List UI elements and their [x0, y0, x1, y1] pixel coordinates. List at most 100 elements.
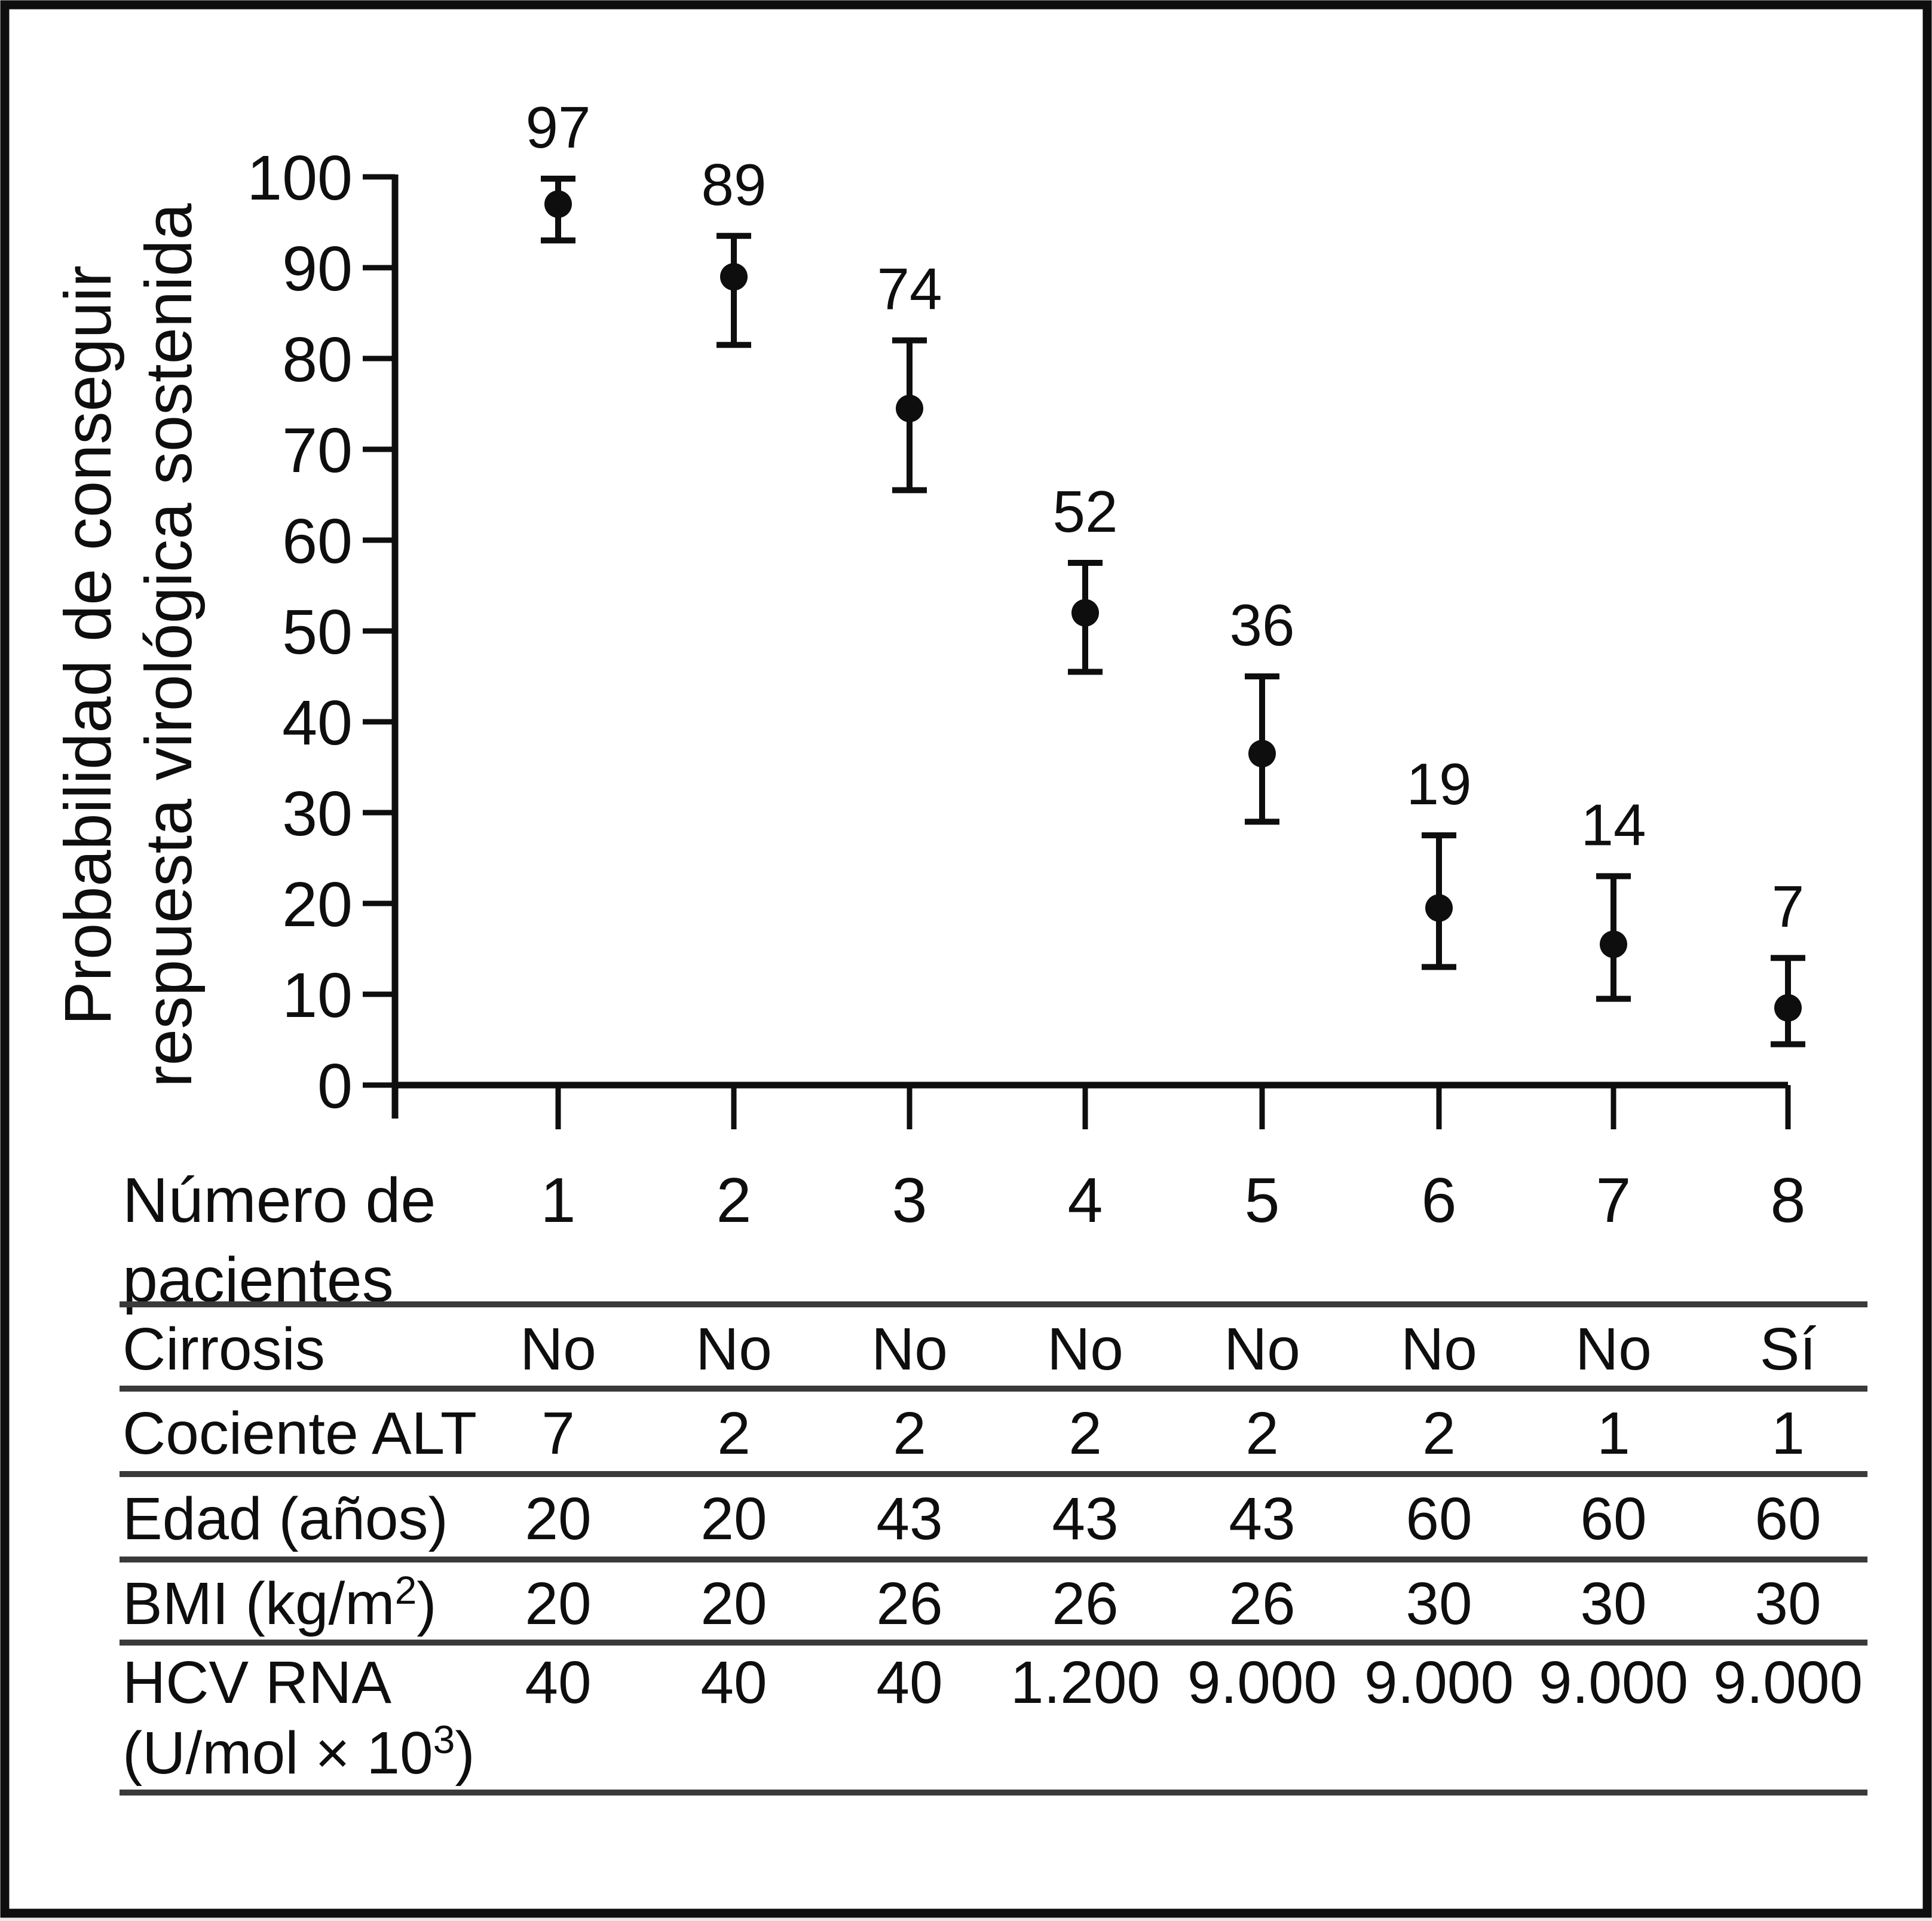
point-marker — [1774, 994, 1802, 1022]
y-axis-tick-label: 90 — [282, 234, 353, 304]
data-point-5: 36 — [1229, 592, 1295, 825]
table-cell: 40 — [700, 1649, 767, 1716]
table-row-label: Edad (años) — [123, 1485, 448, 1552]
x-axis-category-label: 4 — [1068, 1165, 1103, 1236]
table-cell: No — [1575, 1316, 1652, 1383]
table-cell: 43 — [876, 1485, 942, 1552]
table-cell: 60 — [1755, 1485, 1821, 1552]
table-cell: No — [520, 1316, 596, 1383]
table-cell: 1.200 — [1011, 1649, 1160, 1716]
table-cell: 20 — [700, 1485, 767, 1552]
y-axis-tick-label: 10 — [282, 960, 353, 1031]
point-value-label: 7 — [1772, 874, 1805, 939]
y-axis-tick-label: 0 — [317, 1051, 353, 1122]
table-cell: 26 — [1229, 1570, 1295, 1637]
table-row-label-line2: (U/mol × 103​) — [123, 1717, 475, 1787]
point-marker — [1425, 894, 1453, 922]
table-cell: 20 — [525, 1485, 591, 1552]
y-axis-tick-label: 40 — [282, 688, 353, 758]
table-row: Cirrosis No No No No No No No Sí — [123, 1316, 1816, 1383]
table-cell: 9.000 — [1539, 1649, 1688, 1716]
data-point-8: 7 — [1771, 874, 1805, 1047]
y-axis-tick-label: 60 — [282, 506, 353, 577]
point-value-label: 97 — [525, 94, 590, 160]
table-cell: Sí — [1760, 1316, 1817, 1383]
table-cell: 40 — [525, 1649, 591, 1716]
x-axis-category-label: 7 — [1596, 1165, 1631, 1236]
table-cell: 2 — [1245, 1400, 1279, 1467]
table-cell: No — [1224, 1316, 1300, 1383]
data-point-1: 97 — [525, 94, 591, 244]
table-cell: 40 — [876, 1649, 942, 1716]
table-row: Cociente ALT 7 2 2 2 2 2 1 1 — [123, 1400, 1805, 1467]
table-cell: 60 — [1406, 1485, 1472, 1552]
patient-table: Cirrosis No No No No No No No Sí Cociente ALT 7 2 2 2… — [120, 1301, 1867, 1796]
point-value-label: 14 — [1581, 792, 1646, 857]
table-cell: 9.000 — [1713, 1649, 1863, 1716]
table-cell: 20 — [700, 1570, 767, 1637]
y-axis-tick-label: 80 — [282, 324, 353, 395]
table-cell: No — [1047, 1316, 1123, 1383]
table-cell: 43 — [1052, 1485, 1118, 1552]
table-row-label: HCV RNA — [123, 1649, 391, 1716]
point-marker — [544, 190, 572, 218]
point-marker — [1248, 740, 1276, 768]
table-cell: 9.000 — [1187, 1649, 1337, 1716]
table-cell: 20 — [525, 1570, 591, 1637]
table-row: Edad (años) 20 20 43 43 43 60 60 60 — [123, 1485, 1821, 1552]
x-axis-category-label: 2 — [717, 1165, 752, 1236]
data-point-2: 89 — [701, 152, 767, 348]
point-marker — [896, 394, 923, 422]
table-cell: 2 — [1068, 1400, 1102, 1467]
x-axis-category-label: 3 — [892, 1165, 927, 1236]
table-cell: 43 — [1229, 1485, 1295, 1552]
table-cell: No — [871, 1316, 948, 1383]
data-point-6: 19 — [1406, 751, 1472, 970]
table-row: BMI (kg/m2​) 20 20 26 26 26 30 30 30 — [123, 1568, 1821, 1637]
point-marker — [720, 263, 748, 291]
y-axis-title-line1: Probabilidad de conseguir — [51, 265, 125, 1025]
point-marker — [1600, 930, 1627, 958]
table-row-label: Cociente ALT — [123, 1400, 477, 1467]
y-axis-tick-label: 20 — [282, 869, 353, 940]
y-axis-tick-label: 50 — [282, 597, 353, 667]
table-cell: 60 — [1580, 1485, 1646, 1552]
y-axis-tick-label: 30 — [282, 779, 353, 849]
x-axis-category-label: 5 — [1245, 1165, 1280, 1236]
x-axis-category-label: 6 — [1422, 1165, 1457, 1236]
x-axis-title-line1: Número de — [123, 1165, 436, 1236]
x-axis-category-label: 1 — [541, 1165, 576, 1236]
point-value-label: 19 — [1406, 751, 1471, 817]
table-row-label: BMI (kg/m2​) — [123, 1568, 437, 1637]
point-value-label: 89 — [701, 152, 766, 217]
table-cell: 30 — [1755, 1570, 1821, 1637]
point-value-label: 74 — [877, 256, 942, 322]
data-point-4: 52 — [1052, 479, 1118, 675]
x-axis-category-label: 8 — [1771, 1165, 1806, 1236]
y-axis-tick-label: 100 — [247, 143, 353, 213]
table-cell: No — [696, 1316, 772, 1383]
table-cell: 26 — [876, 1570, 942, 1637]
table-cell: 7 — [541, 1400, 575, 1467]
table-cell: 2 — [893, 1400, 926, 1467]
table-cell: 2 — [717, 1400, 751, 1467]
y-axis-title-line2: respuesta virológica sostenida — [132, 203, 206, 1087]
table-cell: 1 — [1597, 1400, 1630, 1467]
table-row: HCV RNA(U/mol × 103​) 40 40 40 1.200 9.000 9.0… — [123, 1649, 1863, 1787]
table-cell: 30 — [1580, 1570, 1646, 1637]
point-value-label: 36 — [1229, 592, 1294, 658]
table-cell: 2 — [1422, 1400, 1456, 1467]
data-point-3: 74 — [877, 256, 942, 494]
table-cell: 30 — [1406, 1570, 1472, 1637]
point-value-label: 52 — [1052, 479, 1117, 544]
table-cell: 9.000 — [1364, 1649, 1514, 1716]
table-cell: No — [1401, 1316, 1477, 1383]
table-cell: 26 — [1052, 1570, 1118, 1637]
y-axis-title: Probabilidad de conseguir respuesta virol… — [51, 203, 206, 1087]
data-point-7: 14 — [1581, 792, 1646, 1002]
